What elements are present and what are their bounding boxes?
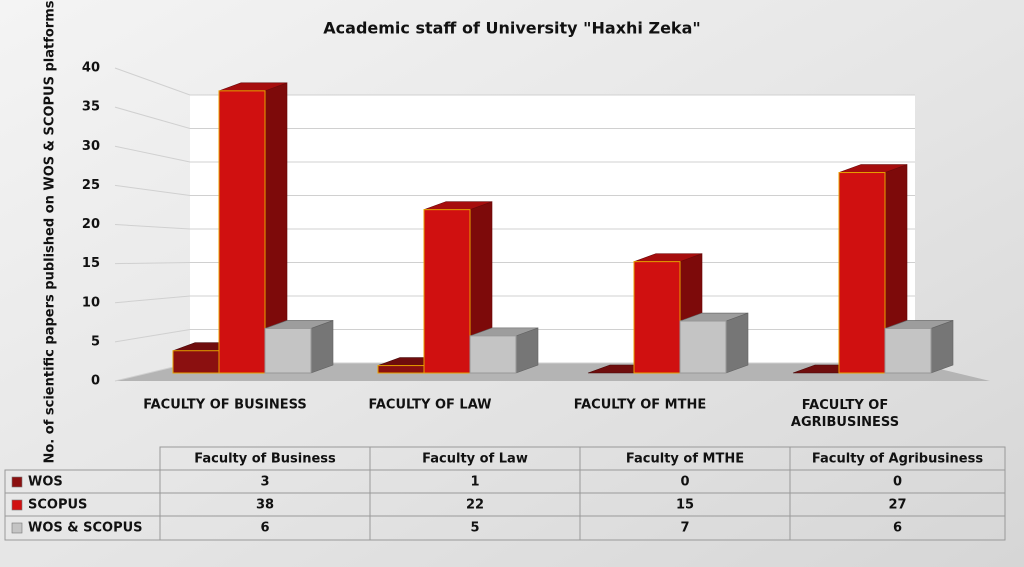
table-cell: 6 [893,521,902,536]
legend-label: WOS & SCOPUS [28,521,143,536]
data-table: Faculty of Business Faculty of Law Faculty… [4,446,1006,541]
grid-line [114,106,915,129]
table-cell: 38 [256,498,274,513]
legend-swatch [11,522,23,534]
legend-swatch [11,476,23,488]
bar [218,90,266,374]
table-cell: 15 [676,498,694,513]
floor [115,363,990,381]
table-header-cell: Faculty of Business [194,452,336,467]
table-cell: 3 [260,475,269,490]
bar-group [884,320,954,374]
bar-group [218,82,288,374]
bar [469,335,517,374]
bar [633,261,681,374]
table-header-cell: Faculty of Law [422,452,528,467]
grid-line [114,224,915,230]
bar [884,327,932,374]
bar-group [838,164,908,374]
y-tick-label: 20 [82,217,100,232]
bar-group [679,312,749,374]
grid-line [114,184,915,196]
y-axis-title: No. of scientific papers published on WO… [43,0,58,463]
table-header-cell: Faculty of MTHE [626,452,744,467]
legend-label: SCOPUS [28,498,87,513]
bar [377,365,425,374]
table-cell: 22 [466,498,484,513]
y-tick-label: 30 [82,139,100,154]
table-cell: 0 [680,475,689,490]
y-tick-label: 5 [91,334,100,349]
table-cell: 27 [888,498,906,513]
bar [423,209,471,374]
bar [172,350,220,374]
bar-side [310,320,334,374]
grid-line [114,145,915,163]
x-tick-label: Faculty of MTHE [574,398,707,413]
bar [679,320,727,374]
table-header-cell: Faculty of Agribusiness [812,452,983,467]
table-cell: 5 [470,521,479,536]
table-cell: 1 [470,475,479,490]
x-tick-label: Faculty of Law [368,398,491,413]
bar [838,172,886,374]
y-tick-label: 15 [82,256,100,271]
x-tick-label-line: Faculty of [802,398,888,413]
x-tick-label: Faculty of Business [143,398,307,413]
x-tick-label-line: Agribusiness [791,415,899,430]
legend-swatch [11,499,23,511]
chart-title: Academic staff of University "Haxhi Zeka… [323,19,700,38]
table-cell: 7 [680,521,689,536]
bar-group [469,327,539,374]
y-tick-label: 40 [82,61,100,76]
grid-line [114,67,915,96]
legend-label: WOS [28,475,63,490]
bar-side [725,312,749,374]
y-tick-label: 25 [82,178,100,193]
bar-group [264,320,334,374]
bar [264,327,312,374]
y-tick-label: 0 [91,374,100,389]
y-tick-label: 35 [82,100,100,115]
bar-side [930,320,954,374]
y-tick-label: 10 [82,295,100,310]
x-tick-label: Faculty of Agribusiness [791,398,899,430]
table-cell: 0 [893,475,902,490]
table-cell: 6 [260,521,269,536]
